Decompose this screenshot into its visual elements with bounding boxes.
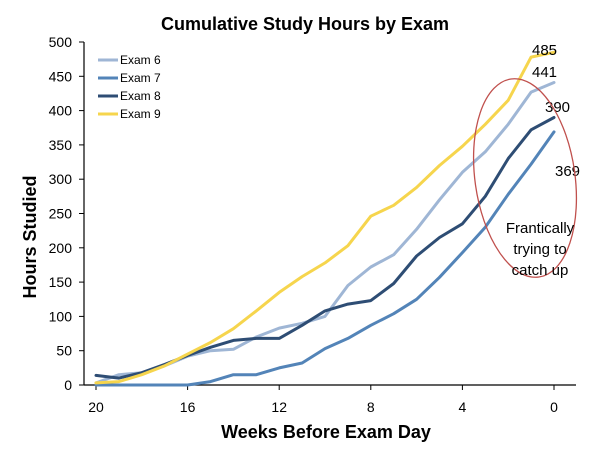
end-label-exam-7: 369	[555, 163, 580, 180]
y-tick-label: 50	[56, 343, 72, 359]
x-tick-label: 16	[180, 399, 196, 415]
series-line-exam-6	[94, 81, 556, 385]
y-tick-label: 350	[49, 137, 73, 153]
annotation-ellipse	[472, 78, 578, 278]
end-label-exam-6: 441	[532, 64, 557, 81]
y-tick-label: 300	[49, 171, 73, 187]
legend-label-exam-8: Exam 8	[120, 89, 161, 103]
y-tick-label: 200	[49, 240, 73, 256]
legend-label-exam-9: Exam 9	[120, 107, 161, 121]
x-tick-label: 12	[271, 399, 287, 415]
series-line-exam-7	[94, 130, 556, 387]
annotation-line-3: catch up	[512, 262, 569, 279]
y-tick-label: 400	[49, 103, 73, 119]
legend-label-exam-7: Exam 7	[120, 71, 161, 85]
y-ticks: 0 50 100 150 200 250 300 350 400 450 500	[49, 34, 84, 393]
series-lines	[94, 50, 556, 387]
y-tick-label: 150	[49, 274, 73, 290]
y-tick-label: 100	[49, 308, 73, 324]
series-line-exam-9	[94, 50, 556, 385]
x-ticks: 20 16 12 8 4 0	[88, 385, 558, 415]
x-tick-label: 20	[88, 399, 104, 415]
legend: Exam 6 Exam 7 Exam 8 Exam 9	[98, 53, 161, 121]
y-tick-label: 0	[64, 377, 72, 393]
chart-title: Cumulative Study Hours by Exam	[161, 14, 449, 34]
y-tick-label: 500	[49, 34, 73, 50]
annotation-line-1: Frantically	[506, 220, 575, 237]
annotation-line-2: trying to	[513, 241, 566, 258]
x-tick-label: 0	[550, 399, 558, 415]
y-tick-label: 450	[49, 68, 73, 84]
end-label-exam-9: 485	[532, 42, 557, 59]
y-axis-title: Hours Studied	[20, 175, 40, 298]
x-axis-title: Weeks Before Exam Day	[221, 422, 431, 442]
end-label-exam-8: 390	[545, 99, 570, 116]
series-line-exam-8	[94, 116, 556, 380]
x-tick-label: 4	[459, 399, 467, 415]
legend-label-exam-6: Exam 6	[120, 53, 161, 67]
x-tick-label: 8	[367, 399, 375, 415]
y-tick-label: 250	[49, 206, 73, 222]
end-labels: 441 369 390 485	[532, 42, 580, 180]
